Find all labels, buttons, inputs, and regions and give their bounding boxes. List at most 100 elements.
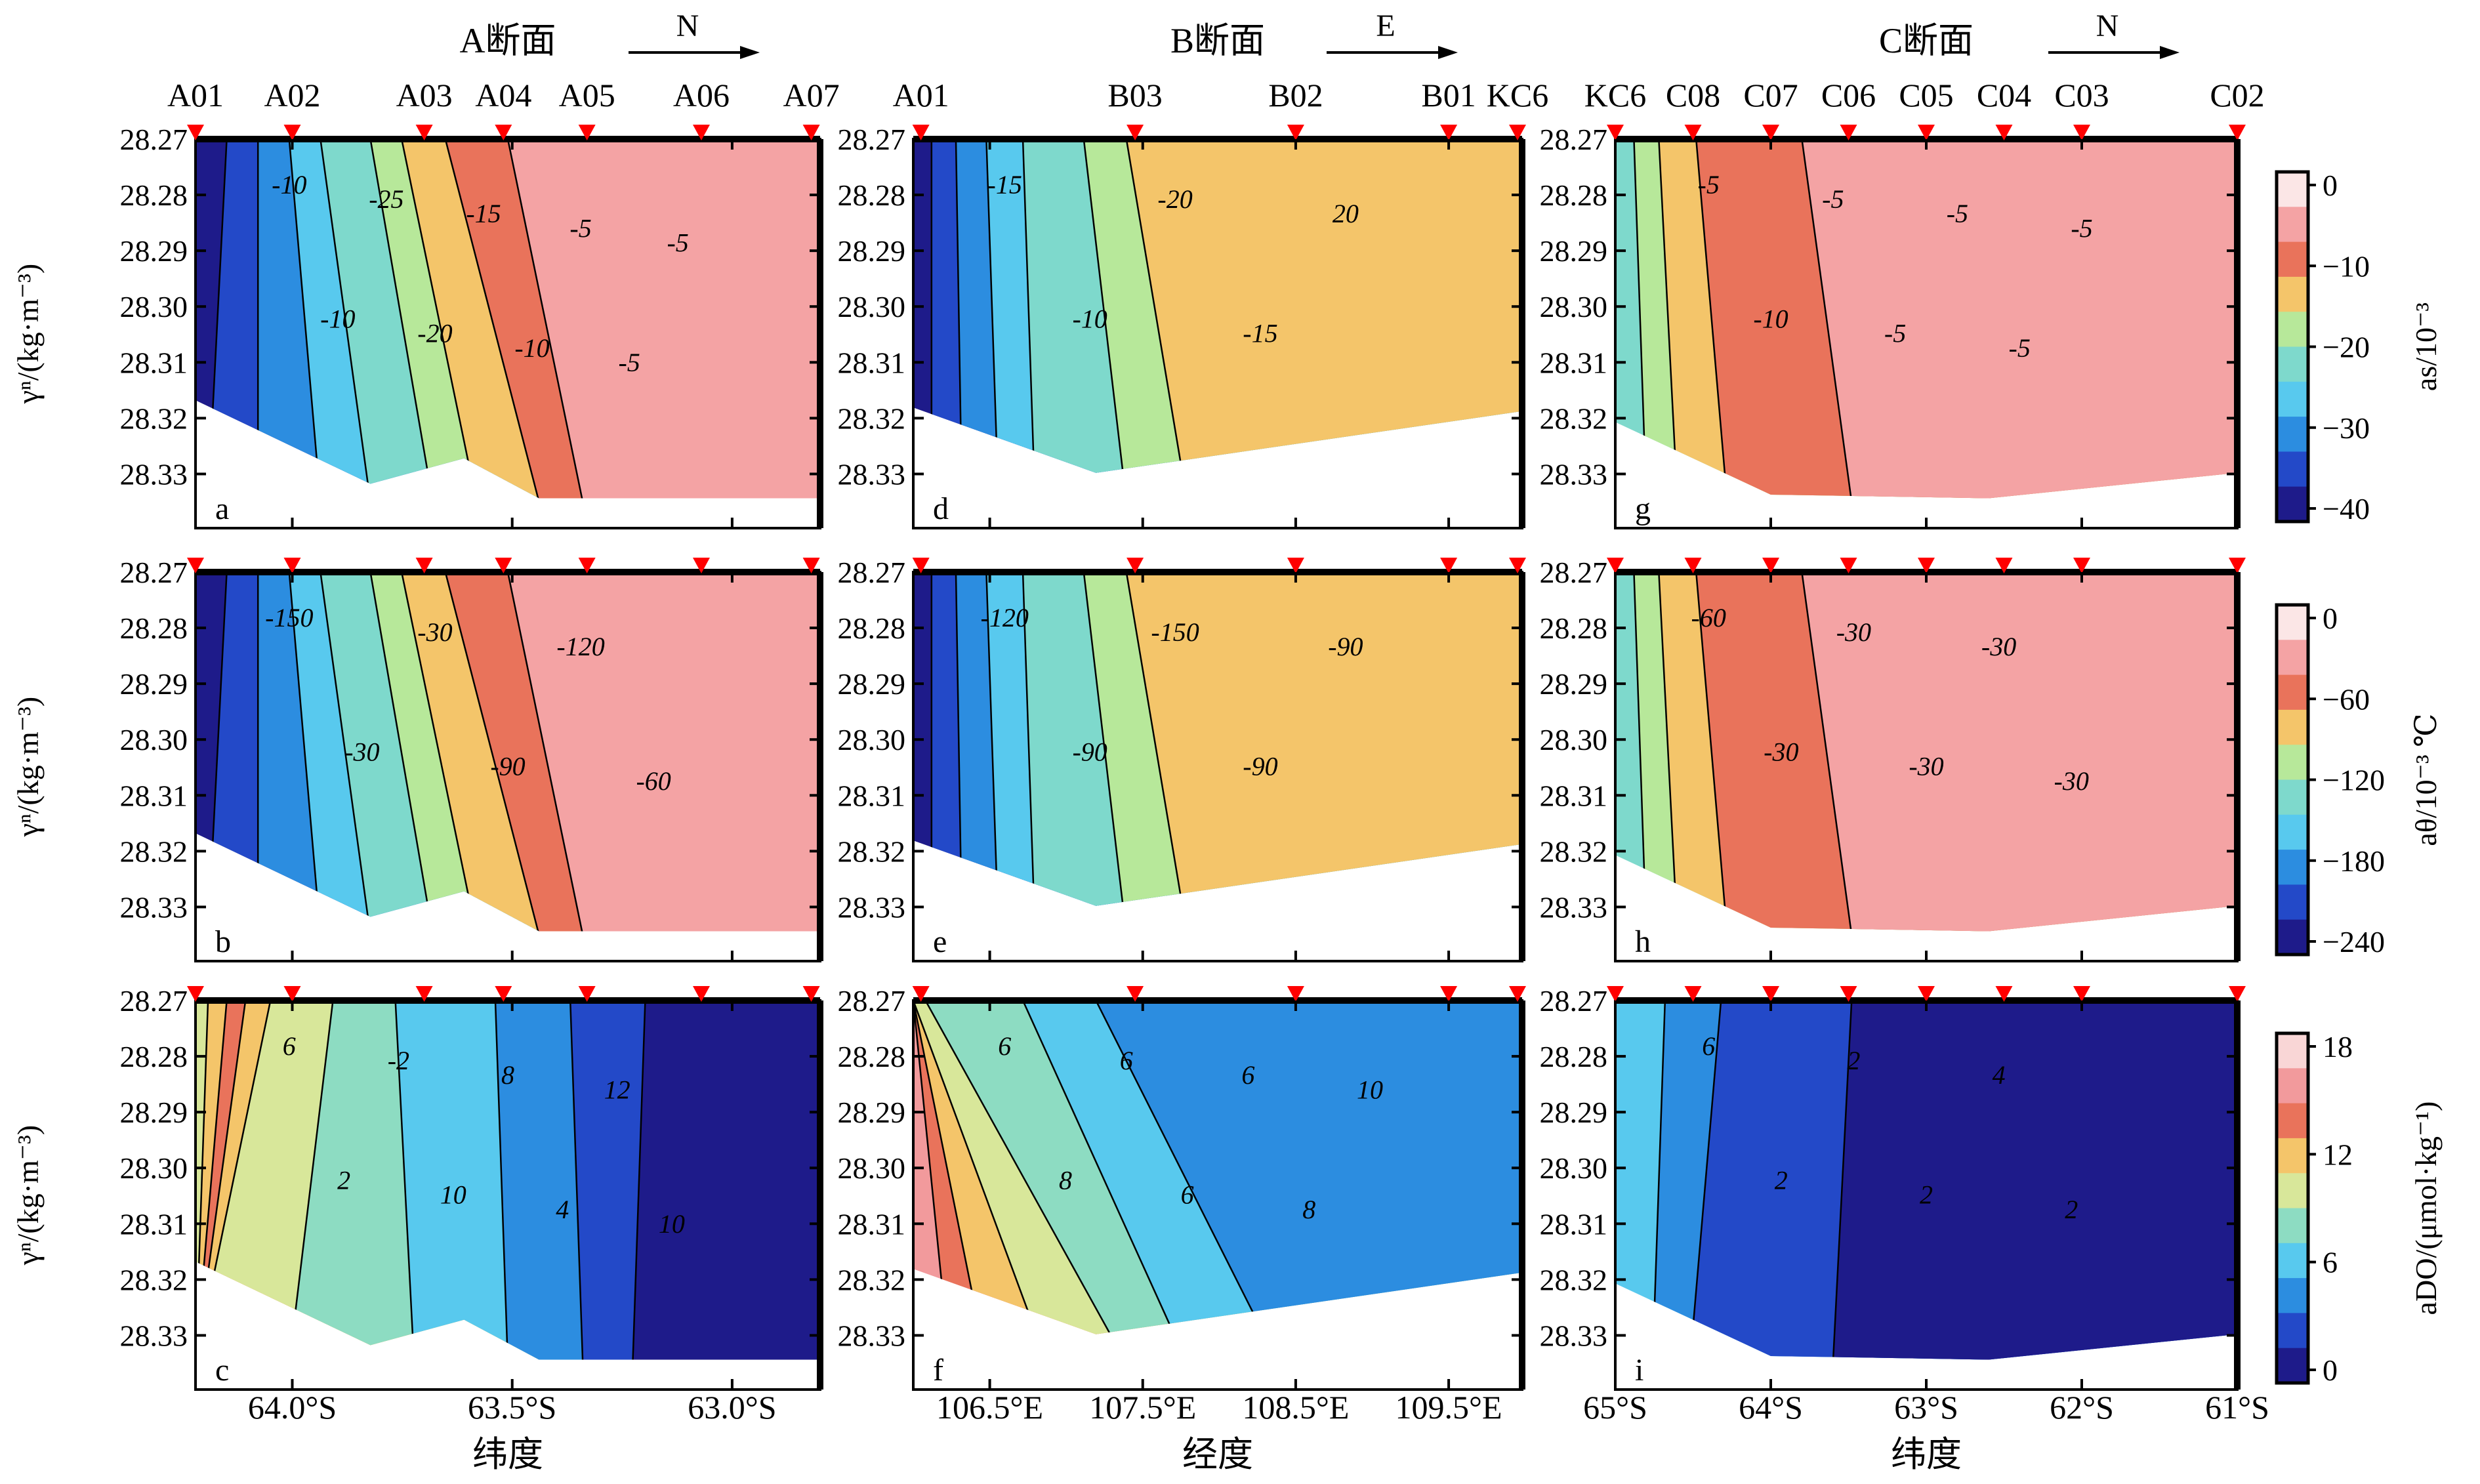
contour-label: 8 <box>1302 1195 1315 1224</box>
panel-letter: a <box>215 491 229 526</box>
station-marker <box>1287 986 1304 1002</box>
contour-label: -5 <box>569 213 591 243</box>
colorbar-swatch <box>2277 1103 2308 1139</box>
station-marker <box>1440 986 1458 1002</box>
panel-i: 28.27 28.28 28.29 28.30 28.31 28.32 28.33 i 6 2 2 2… <box>1540 984 2246 1391</box>
panel-a: 28.27 28.28 28.29 28.30 28.31 28.32 28.33 a γⁿ/(… <box>11 123 823 529</box>
arrow-head <box>1438 46 1458 59</box>
colorbar-label: as/10⁻³ <box>2409 302 2443 391</box>
station-marker <box>1918 125 1935 140</box>
contour-label: 2 <box>1775 1166 1788 1195</box>
contour-label: -30 <box>2054 766 2089 796</box>
station-marker <box>283 558 301 573</box>
contour-label: 4 <box>1993 1060 2006 1090</box>
x-tick-label: 64°S <box>1739 1389 1803 1426</box>
station-marker <box>912 986 930 1002</box>
station-marker <box>415 558 433 573</box>
station-name: A03 <box>396 77 453 113</box>
y-tick-label: 28.29 <box>1540 234 1608 268</box>
contour-label: -30 <box>1981 632 2016 661</box>
contour-label: -10 <box>1753 304 1788 334</box>
y-tick-label: 28.31 <box>1540 779 1608 812</box>
station-marker <box>2073 986 2090 1002</box>
colorbar-swatch <box>2277 241 2308 278</box>
station-marker <box>802 986 820 1002</box>
station-name: A04 <box>475 77 531 113</box>
contour-label: -60 <box>636 766 671 796</box>
colorbar-swatch <box>2277 486 2308 522</box>
contour-label: 4 <box>556 1195 569 1224</box>
x-axis-label: 经度 <box>1182 1435 1253 1474</box>
panel-b: 28.27 28.28 28.29 28.30 28.31 28.32 28.33 b γⁿ/(… <box>11 556 823 962</box>
colorbar-frame <box>2275 1031 2310 1385</box>
station-marker <box>1918 986 1935 1002</box>
panel-f: 28.27 28.28 28.29 28.30 28.31 28.32 28.33 f 6 8 6 6… <box>838 984 1527 1391</box>
section-C: C断面 N KC6 C08 C07 C06 C05 C04 C03 C02 65°S 64°S 63°S… <box>1583 9 2269 1474</box>
y-tick-label: 28.33 <box>120 1319 188 1352</box>
direction-label: N <box>2096 9 2119 43</box>
y-tick-label: 28.33 <box>1540 457 1608 491</box>
station-marker <box>283 986 301 1002</box>
station-marker <box>187 558 204 573</box>
y-tick-label: 28.27 <box>1540 123 1608 156</box>
colorbar-tick-label: −40 <box>2323 492 2370 526</box>
colorbar-tick-label: −20 <box>2323 331 2370 364</box>
colorbar-tick-label: 12 <box>2323 1138 2353 1171</box>
station-marker <box>1918 558 1935 573</box>
station-name: A02 <box>264 77 320 113</box>
contour-label: 10 <box>659 1209 685 1239</box>
y-tick-label: 28.27 <box>838 556 906 589</box>
station-marker <box>1684 986 1702 1002</box>
y-tick-label: 28.33 <box>1540 1319 1608 1352</box>
station-marker <box>692 125 710 140</box>
y-tick-label: 28.31 <box>1540 1207 1608 1241</box>
y-axis-label: γⁿ/(kg·m⁻³) <box>11 697 45 837</box>
station-marker <box>1607 986 1624 1002</box>
contour-label: -120 <box>981 603 1029 632</box>
colorbar-swatch <box>2277 381 2308 418</box>
y-tick-label: 28.28 <box>838 1040 906 1073</box>
panel-e: 28.27 28.28 28.29 28.30 28.31 28.32 28.33 e -120… <box>838 556 1527 962</box>
panel-letter: b <box>215 924 231 959</box>
station-marker <box>2073 558 2090 573</box>
contour-label: -5 <box>2071 213 2092 243</box>
contour-label: -5 <box>1698 170 1720 199</box>
y-tick-label: 28.32 <box>120 402 188 435</box>
station-name: A01 <box>167 77 224 113</box>
y-tick-label: 28.28 <box>1540 178 1608 212</box>
station-marker <box>578 558 596 573</box>
contour-label: -20 <box>1157 184 1192 214</box>
colorbar-tick-label: −180 <box>2323 844 2385 878</box>
field-b <box>196 572 820 932</box>
colorbar-swatch <box>2277 605 2308 641</box>
y-tick-label: 28.33 <box>1540 890 1608 924</box>
station-name: C07 <box>1743 77 1798 113</box>
y-tick-label: 28.27 <box>1540 984 1608 1018</box>
contour-label: 2 <box>2065 1195 2078 1224</box>
station-name: A07 <box>783 77 840 113</box>
colorbar-swatch <box>2277 1243 2308 1279</box>
y-tick-label: 28.27 <box>838 123 906 156</box>
x-tick-label: 65°S <box>1583 1389 1647 1426</box>
y-tick-label: 28.31 <box>1540 346 1608 379</box>
axes: 28.27 28.28 28.29 28.30 28.31 28.32 28.33 a γⁿ/(… <box>11 123 2246 1391</box>
colorbar-swatch <box>2277 709 2308 746</box>
y-tick-label: 28.29 <box>1540 1096 1608 1129</box>
y-tick-label: 28.28 <box>1540 611 1608 645</box>
station-name: C03 <box>2054 77 2109 113</box>
colorbar-tick-label: −120 <box>2323 764 2385 797</box>
station-marker <box>802 558 820 573</box>
station-marker <box>495 125 512 140</box>
y-tick-label: 28.33 <box>120 457 188 491</box>
colorbar-swatch <box>2277 674 2308 711</box>
x-tick-label: 63.0°S <box>688 1389 776 1426</box>
contour-label: -150 <box>1151 617 1199 647</box>
contour-label: -150 <box>265 603 313 632</box>
station-marker <box>1509 986 1527 1002</box>
contour-label: -15 <box>1243 319 1277 348</box>
contour-label: -90 <box>490 752 525 781</box>
contour-label: -5 <box>1822 184 1844 214</box>
x-tick-label: 106.5°E <box>936 1389 1043 1426</box>
y-tick-label: 28.32 <box>120 835 188 868</box>
y-axis-label: γⁿ/(kg·m⁻³) <box>11 1125 45 1266</box>
